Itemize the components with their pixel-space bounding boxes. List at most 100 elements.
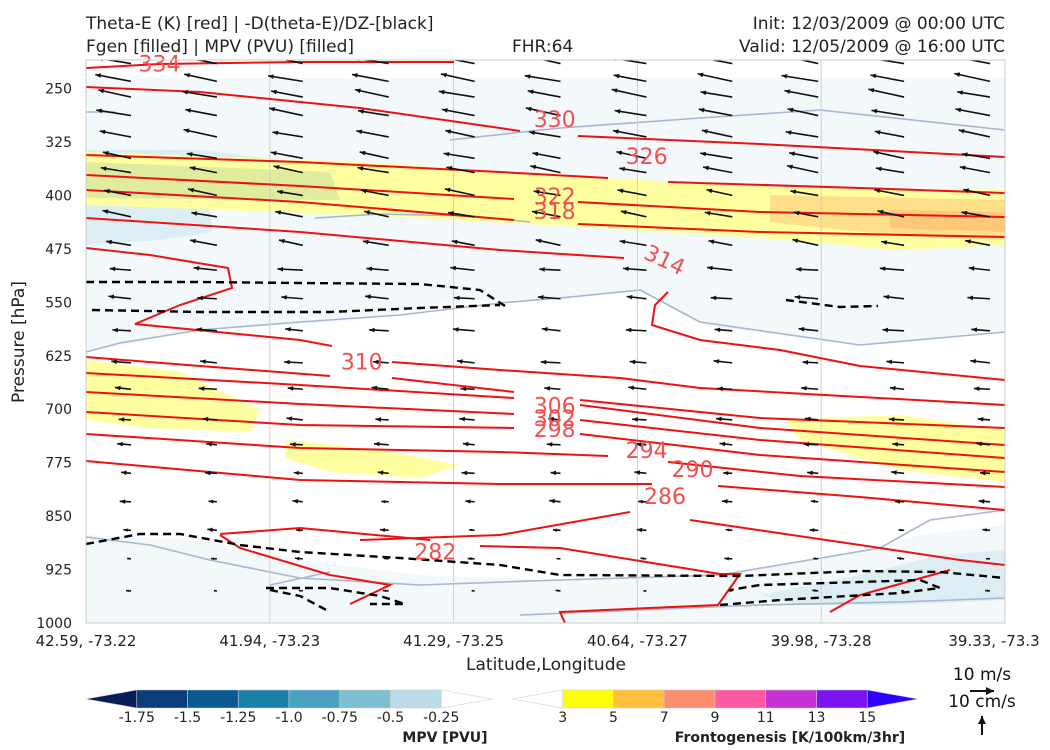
wind-arrowhead	[623, 266, 629, 272]
wind-arrow	[354, 88, 389, 98]
wind-arrowhead	[454, 295, 460, 301]
wind-arrowhead	[527, 89, 534, 95]
dthetae-contour-lower-right	[719, 578, 941, 607]
colorbar-mpv-tick: -1.25	[220, 710, 256, 726]
wind-arrowhead	[294, 556, 300, 561]
wind-arrowhead	[958, 128, 965, 134]
theta-e-314b-line	[86, 247, 1005, 406]
wind-arrowhead	[541, 327, 548, 332]
y-tick-label: 250	[45, 82, 72, 98]
colorbar-mpv-swatch	[85, 689, 138, 709]
wind-arrow	[955, 108, 991, 117]
wind-arrowhead	[114, 385, 121, 391]
wind-arrowhead	[451, 239, 458, 245]
valid-time: Valid: 12/05/2009 @ 16:00 UTC	[739, 37, 1005, 57]
wind-arrowhead	[380, 528, 385, 533]
wind-arrowhead	[883, 294, 890, 300]
wind-arrowhead	[886, 359, 893, 365]
x-tick-label: 40.64, -73.27	[587, 632, 688, 650]
y-tick-label: 550	[45, 295, 72, 311]
wind-arrowhead	[100, 60, 103, 62]
wind-arrowhead	[614, 109, 621, 114]
wind-arrowhead	[443, 151, 450, 157]
wind-arrowhead	[638, 499, 643, 504]
colorbar-mpv-swatch	[187, 689, 239, 709]
wind-arrowhead	[961, 152, 968, 158]
wind-arrowhead	[119, 499, 126, 504]
colorbar-fgen-tick: 13	[808, 710, 826, 726]
wind-arrowhead	[698, 107, 705, 113]
theta-e-label-326: 326	[626, 145, 668, 170]
wind-arrowhead	[640, 557, 644, 560]
wind-arrow	[954, 72, 991, 83]
colorbar-mpv-label: MPV [PVU]	[402, 730, 487, 746]
wind-arrowhead	[108, 294, 115, 300]
x-tick-label: 41.29, -73.25	[403, 632, 504, 650]
wind-arrowhead	[117, 441, 123, 447]
theta-e-306-line	[86, 372, 1005, 446]
wind-arrowhead	[613, 129, 619, 134]
colorbar-mpv-swatch	[237, 689, 290, 709]
wind-arrowhead	[892, 442, 899, 447]
forecast-hour: FHR:64	[512, 37, 574, 57]
colorbar-mpv-swatch	[136, 689, 188, 709]
wind-arrowhead	[979, 470, 986, 476]
wind-arrowhead	[550, 470, 557, 476]
y-axis-label: Pressure [hPa]	[9, 281, 29, 403]
wind-arrowhead	[889, 385, 896, 391]
wind-arrowhead	[973, 386, 980, 392]
wind-arrowhead	[626, 294, 633, 300]
wind-arrowhead	[362, 239, 369, 245]
wind-key-top: 10 m/s	[953, 665, 1011, 685]
theta-e-label-282: 282	[414, 541, 456, 566]
theta-e-322-line	[86, 174, 1005, 218]
wind-arrowhead	[970, 358, 977, 364]
colorbar-mpv-swatch	[339, 689, 391, 709]
wind-arrowhead	[448, 211, 454, 216]
wind-arrowhead	[197, 295, 203, 301]
wind-arrowhead	[186, 152, 193, 157]
wind-arrowhead	[629, 359, 636, 365]
wind-arrowhead	[700, 90, 707, 96]
colorbar-mpv-swatch	[440, 689, 493, 709]
x-tick-label: 39.33, -73.3	[948, 632, 1039, 650]
theta-e-label-286: 286	[644, 485, 686, 510]
wind-arrowhead	[185, 60, 187, 61]
colorbar-mpv-tick: -1.5	[174, 710, 201, 726]
wind-arrow	[103, 60, 132, 65]
wind-arrowhead	[802, 360, 809, 365]
wind-arrow	[440, 73, 475, 83]
wind-arrowhead	[986, 557, 989, 560]
wind-arrowhead	[619, 166, 626, 172]
wind-arrowhead	[271, 89, 277, 95]
wind-arrow	[876, 60, 905, 65]
wind-arrowhead	[292, 498, 299, 504]
wind-arrowhead	[184, 73, 191, 78]
colorbar-frontogenesis-label: Frontogenesis [K/100km/3hr]	[675, 730, 905, 746]
wind-arrowhead	[298, 589, 302, 592]
wind-arrowhead	[371, 385, 378, 391]
x-tick-label: 39.98, -73.28	[771, 632, 872, 650]
wind-arrowhead	[273, 165, 280, 170]
wind-arrowhead	[211, 557, 215, 561]
colorbar-fgen-swatch	[613, 689, 665, 709]
wind-arrowhead	[277, 266, 284, 272]
wind-arrowhead	[874, 130, 881, 135]
wind-arrowhead	[290, 442, 296, 447]
wind-arrowhead	[870, 73, 877, 79]
wind-arrowhead	[193, 265, 200, 271]
theta-e-314a-line	[86, 217, 625, 259]
wind-arrowhead	[285, 327, 291, 332]
theta-e-labels: 3343303263223183143103063022982942902862…	[139, 53, 714, 566]
plot-frame	[85, 59, 1006, 624]
wind-arrowhead	[697, 72, 704, 78]
wind-arrowhead	[874, 188, 881, 194]
wind-arrowhead	[965, 239, 972, 244]
wind-arrow	[698, 108, 733, 117]
theta-e-330-line	[86, 86, 1005, 158]
wind-arrowhead	[198, 386, 205, 391]
y-tick-label: 475	[45, 242, 72, 258]
wind-arrowhead	[527, 55, 533, 60]
wind-arrowhead	[127, 557, 130, 560]
y-tick-labels: 250 325 400 475 550 625 700 775 850 925 1000	[36, 82, 72, 632]
